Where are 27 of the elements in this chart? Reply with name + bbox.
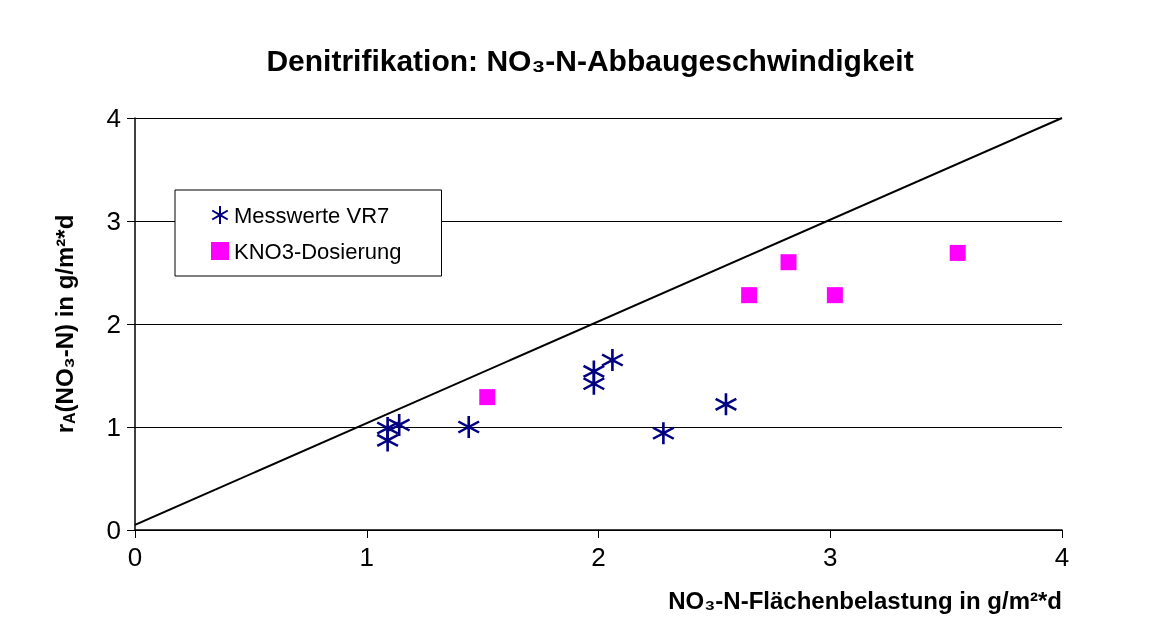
point [714, 393, 737, 416]
point [780, 254, 797, 271]
x-tick-label: 1 [359, 542, 374, 572]
x-tick-label: 3 [823, 542, 838, 572]
point [652, 422, 675, 445]
y-tick-label: 4 [106, 103, 121, 133]
point [582, 372, 605, 395]
legend-label: Messwerte VR7 [234, 202, 390, 228]
x-tick-label: 4 [1054, 542, 1070, 572]
point [949, 244, 966, 261]
x-tick-label: 0 [127, 542, 143, 572]
y-tick-label: 2 [106, 309, 121, 339]
point [826, 287, 843, 304]
point [457, 416, 480, 438]
point [601, 349, 624, 372]
x-axis-title: NO₃-N-Flächenbelastung in g/m²*d [668, 586, 1062, 614]
y-tick-label: 3 [106, 206, 121, 236]
point [376, 429, 399, 452]
point [741, 287, 758, 304]
legend-label: KNO3-Dosierung [234, 238, 402, 264]
y-axis-title: rA(NO₃-N) in g/m²*d [50, 214, 78, 434]
y-tick-label: 1 [106, 412, 121, 442]
point [479, 389, 496, 406]
point [388, 413, 411, 436]
y-tick-label: 0 [106, 515, 121, 545]
x-tick-label: 2 [591, 542, 606, 572]
chart-title: Denitrifikation: NO₃-N-Abbaugeschwindigkeit [266, 43, 914, 77]
